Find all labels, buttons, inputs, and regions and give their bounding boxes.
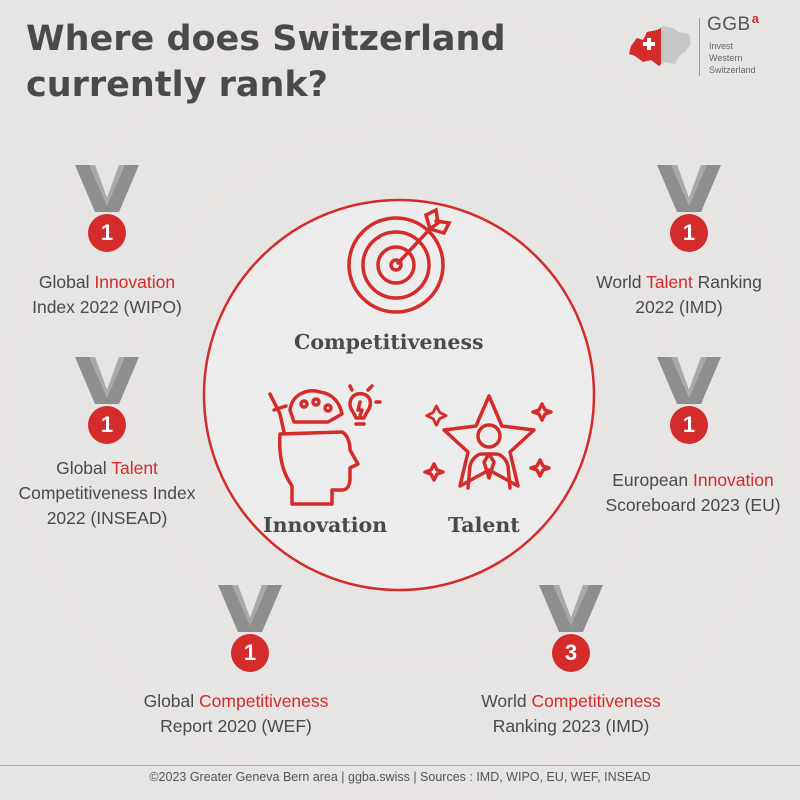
medal-icon xyxy=(75,165,139,252)
rank-number: 3 xyxy=(564,640,578,665)
rank-number: 1 xyxy=(100,412,114,437)
pillar-innovation: Innovation xyxy=(263,513,388,537)
rank-number: 1 xyxy=(100,220,114,245)
pillar-competitiveness: Competitiveness xyxy=(294,330,484,354)
background-ring xyxy=(10,10,794,794)
rank-number: 1 xyxy=(682,220,696,245)
ranking-label: World Competitiveness Ranking 2023 (IMD) xyxy=(481,691,661,736)
ggba-logo: GGBa Invest Western Switzerland xyxy=(625,11,795,84)
page-title: Where does Switzerland currently rank? xyxy=(26,16,506,108)
ranking-label: World Talent Ranking 2022 (IMD) xyxy=(596,272,762,317)
medal-icon xyxy=(218,585,282,672)
ranking-label: Global Competitiveness Report 2020 (WEF) xyxy=(143,691,329,736)
pillar-talent: Talent xyxy=(448,513,520,537)
logo-brand: GGBa xyxy=(707,11,760,35)
logo-tagline: Invest Western Switzerland xyxy=(709,41,756,75)
ranking-label: European Innovation Scoreboard 2023 (EU) xyxy=(605,470,781,515)
star-person-icon xyxy=(423,394,553,490)
center-circle xyxy=(202,198,596,592)
medal-icon xyxy=(539,585,603,672)
medal-icon xyxy=(657,165,721,252)
head-idea-icon xyxy=(268,384,382,506)
medal-icon xyxy=(657,357,721,444)
ranking-label: Global Talent Competitiveness Index 2022… xyxy=(18,458,196,528)
target-icon xyxy=(347,207,452,314)
medal-icon xyxy=(75,357,139,444)
ranking-label: Global Innovation Index 2022 (WIPO) xyxy=(32,272,182,317)
footer-credits: ©2023 Greater Geneva Bern area | ggba.sw… xyxy=(149,770,651,784)
title-line-2: currently rank? xyxy=(26,65,328,105)
rank-number: 1 xyxy=(243,640,257,665)
logo-divider xyxy=(699,18,700,76)
switzerland-map-icon xyxy=(629,26,691,66)
rank-number: 1 xyxy=(682,412,696,437)
title-line-1: Where does Switzerland xyxy=(26,19,506,59)
footer-divider xyxy=(0,765,800,766)
background-ring xyxy=(130,125,674,669)
